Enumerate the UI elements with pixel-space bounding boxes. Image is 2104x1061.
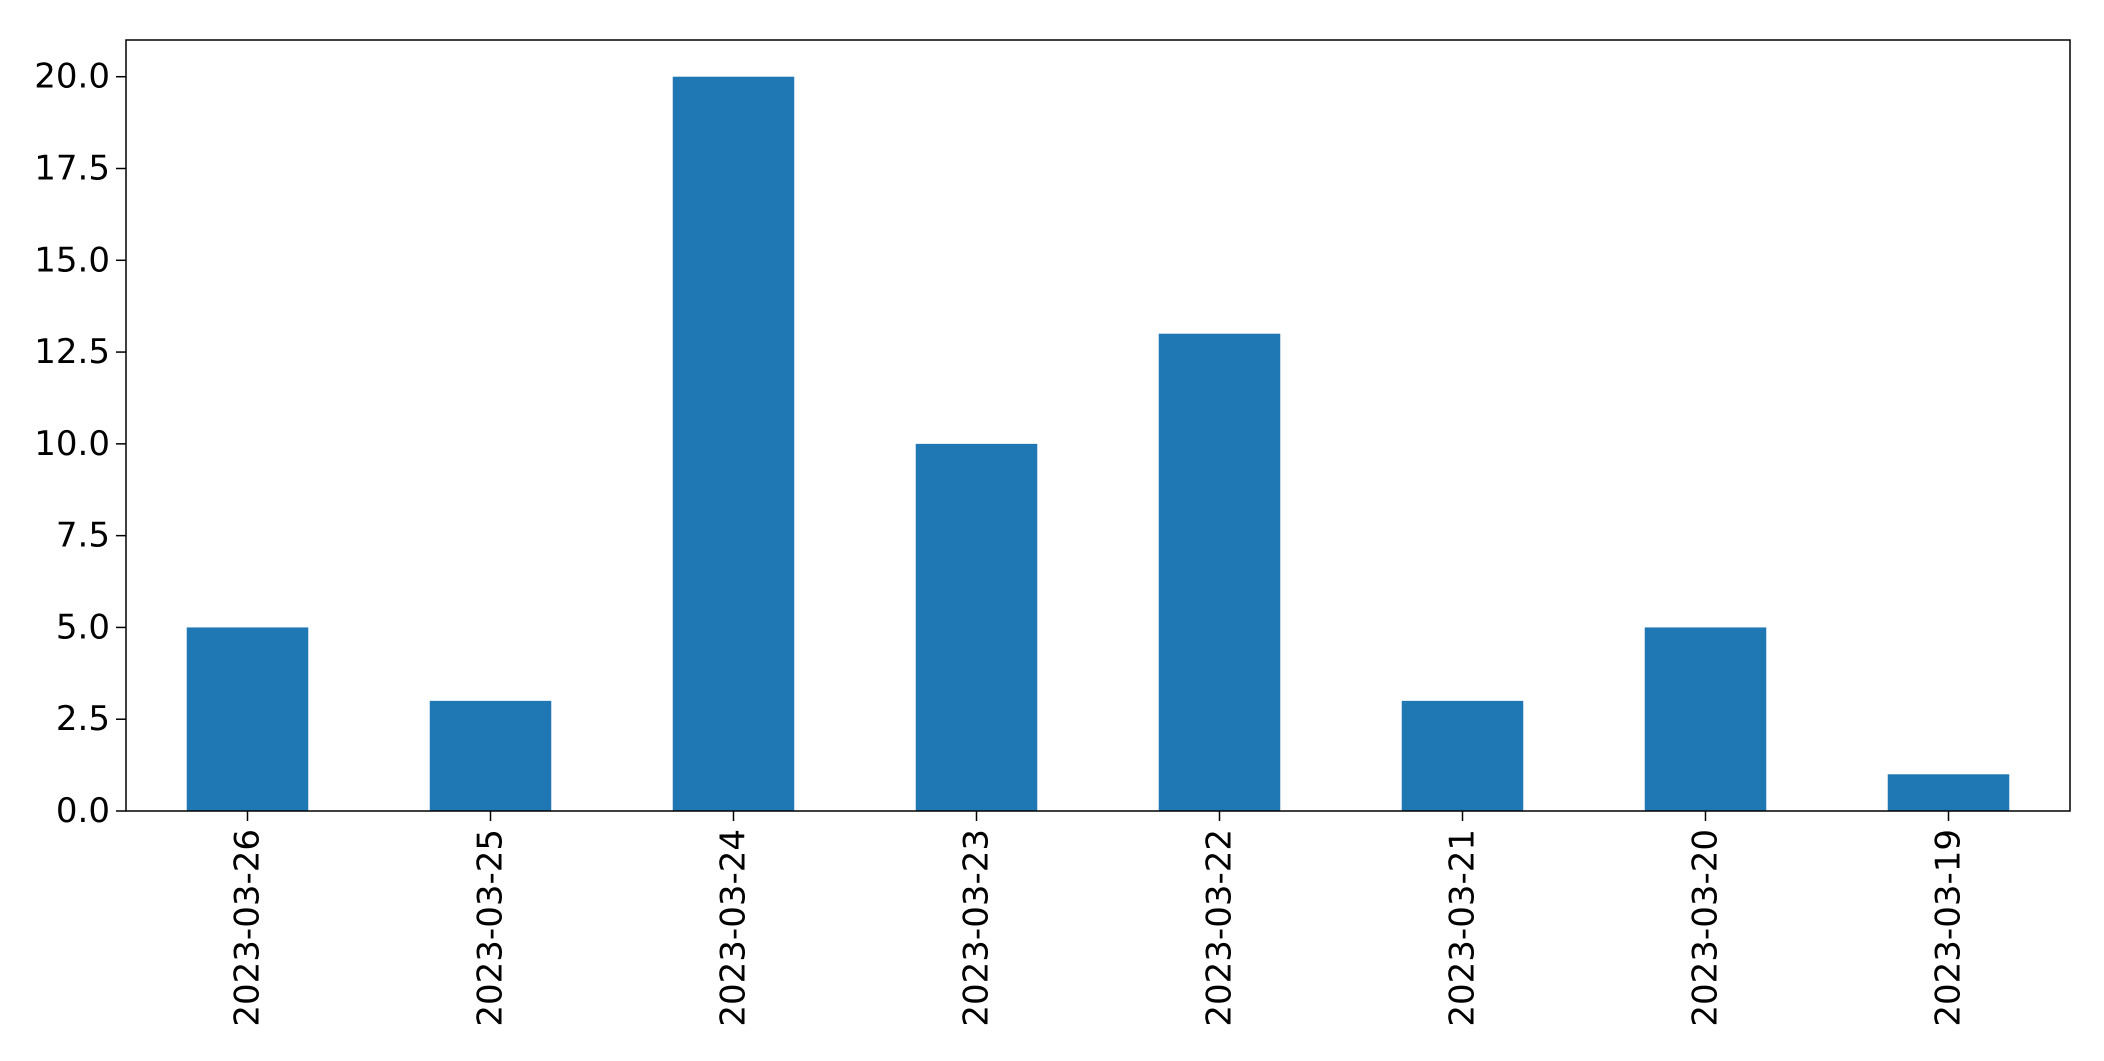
bar-2023-03-22	[1158, 333, 1281, 811]
y-tick-label: 5.0	[56, 607, 110, 647]
x-tick-label: 2023-03-23	[957, 829, 997, 1027]
y-tick-label: 10.0	[34, 424, 110, 464]
x-tick-label: 2023-03-22	[1200, 829, 1240, 1027]
bar-2023-03-19	[1887, 774, 2010, 811]
x-tick-label: 2023-03-21	[1443, 829, 1483, 1027]
x-tick-label: 2023-03-19	[1929, 829, 1969, 1027]
plot-frame	[125, 39, 2071, 812]
y-axis: 0.0 2.5 5.0 7.5 10.0 12.5 15.0 17.5 20.0	[34, 57, 126, 831]
y-tick-label: 7.5	[56, 516, 110, 556]
y-tick-label: 17.5	[34, 149, 110, 189]
x-tick-label: 2023-03-25	[471, 829, 511, 1027]
bar-2023-03-25	[429, 700, 552, 811]
bar-series	[186, 76, 2010, 811]
bar-2023-03-26	[186, 627, 309, 811]
bar-2023-03-24	[672, 76, 795, 811]
bar-2023-03-23	[915, 443, 1038, 811]
x-tick-label: 2023-03-26	[228, 829, 268, 1027]
y-tick-label: 2.5	[56, 699, 110, 739]
y-tick-label: 0.0	[56, 791, 110, 831]
x-tick-label: 2023-03-24	[714, 829, 754, 1027]
y-tick-label: 20.0	[34, 57, 110, 97]
y-tick-label: 12.5	[34, 332, 110, 372]
bar-2023-03-20	[1644, 627, 1767, 811]
y-tick-label: 15.0	[34, 240, 110, 280]
x-axis: 2023-03-26 2023-03-25 2023-03-24 2023-03-23…	[228, 811, 1969, 1027]
x-tick-label: 2023-03-20	[1686, 829, 1726, 1027]
bar-2023-03-21	[1401, 700, 1524, 811]
